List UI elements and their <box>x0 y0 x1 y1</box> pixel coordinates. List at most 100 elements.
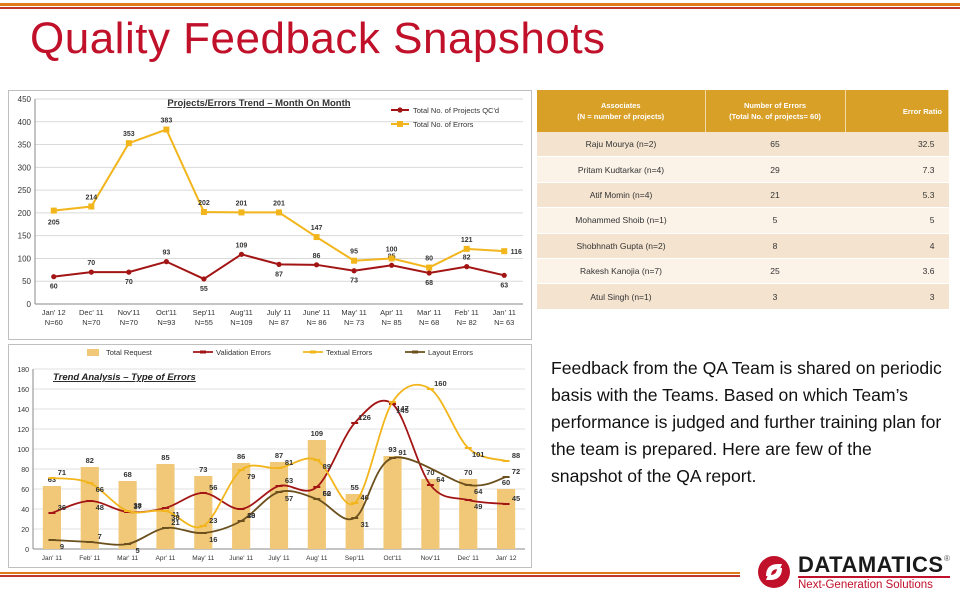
data-label: 91 <box>398 448 406 457</box>
error-ratio-cell: 3.6 <box>845 258 949 285</box>
y-tick-label: 450 <box>18 95 32 104</box>
y-tick-label: 300 <box>18 163 32 172</box>
data-point <box>88 269 94 275</box>
x-tick-label: N=60 <box>45 318 63 327</box>
x-tick-label: Dec' 11 <box>79 308 104 317</box>
y-tick-label: 400 <box>18 118 32 127</box>
y-tick-label: 50 <box>22 277 31 286</box>
data-point <box>426 270 432 276</box>
x-tick-label: Nov'11 <box>118 308 141 317</box>
projects-errors-trend-chart: 0 50 100 150 200 250 300 350 400 450 Jan' 12 N=60 De… <box>8 90 532 340</box>
data-label: 89 <box>323 462 331 471</box>
associate-name-cell: Atif Momin (n=4) <box>537 182 705 209</box>
y-tick-label: 180 <box>17 367 29 374</box>
x-tick-label: Jan' 12 <box>496 555 517 562</box>
data-label: 214 <box>85 195 97 202</box>
x-tick-label: Feb' 11 <box>79 555 100 562</box>
logo-tagline: Next-Generation Solutions <box>798 576 950 591</box>
bar <box>307 440 326 549</box>
legend-label: Layout Errors <box>428 348 473 357</box>
table-header-row: Associates (N = number of projects) Numb… <box>537 90 949 132</box>
bar <box>383 456 402 549</box>
data-label: 56 <box>209 483 217 492</box>
data-label: 70 <box>87 260 95 267</box>
data-label: 81 <box>285 458 293 467</box>
error-count-cell: 25 <box>705 258 845 285</box>
bar <box>421 479 440 549</box>
data-point <box>50 207 57 214</box>
x-tick-label: Aug'11 <box>230 308 253 317</box>
bar-value-label: 82 <box>86 456 94 465</box>
data-label: 36 <box>58 503 66 512</box>
table-row: Atul Singh (n=1) 3 3 <box>537 283 949 310</box>
x-tick-label: Nov'11 <box>421 555 441 562</box>
bar <box>232 463 251 549</box>
header-associates-text: Associates (N = number of projects) <box>577 101 665 121</box>
data-label: 50 <box>323 489 331 498</box>
x-tick-label: Apr' 11 <box>380 308 403 317</box>
data-label: 49 <box>474 502 482 511</box>
data-point <box>351 268 357 274</box>
data-label: 72 <box>512 467 520 476</box>
data-point <box>426 264 433 271</box>
data-label: 16 <box>209 535 217 544</box>
data-point <box>126 269 132 275</box>
x-tick-label: N= 73 <box>344 318 364 327</box>
data-label: 86 <box>313 253 321 260</box>
data-point <box>351 257 358 264</box>
legend-label: Total Request <box>106 348 153 357</box>
data-label: 9 <box>60 542 64 551</box>
x-tick-label: N= 82 <box>457 318 477 327</box>
data-label: 70 <box>125 279 133 286</box>
data-label: 201 <box>236 200 248 207</box>
data-point <box>463 245 470 252</box>
associate-name-cell: Atul Singh (n=1) <box>537 283 705 310</box>
data-label: 5 <box>136 546 140 555</box>
y-tick-label: 40 <box>21 507 29 514</box>
associate-name-cell: Rakesh Kanojia (n=7) <box>537 258 705 285</box>
table-row: Raju Mourya (n=2) 65 32.5 <box>537 132 949 158</box>
data-label: 64 <box>474 487 483 496</box>
x-tick-label: N=109 <box>230 318 252 327</box>
x-tick-label: Jan' 11 <box>42 555 63 562</box>
y-tick-label: 150 <box>18 232 32 241</box>
bar <box>80 467 99 549</box>
x-tick-label: Feb' 11 <box>455 308 479 317</box>
x-tick-label: N= 87 <box>269 318 289 327</box>
data-label: 28 <box>247 511 255 520</box>
associate-errors-table: Associates (N = number of projects) Numb… <box>537 90 949 310</box>
bar-value-label: 63 <box>48 475 56 484</box>
bar <box>269 462 289 549</box>
bar-value-label: 85 <box>161 453 169 462</box>
error-count-cell: 65 <box>705 132 845 158</box>
data-point <box>276 261 282 267</box>
data-label: 60 <box>50 284 58 291</box>
series-line-1 <box>53 128 505 269</box>
error-ratio-cell: 7.3 <box>845 156 949 183</box>
bar <box>118 481 137 549</box>
error-ratio-cell: 3 <box>845 283 949 310</box>
bar-value-label: 68 <box>123 470 131 479</box>
data-point <box>238 209 245 216</box>
y-tick-label: 140 <box>17 407 29 414</box>
data-point <box>201 276 207 282</box>
y-tick-label: 0 <box>25 547 29 554</box>
bar <box>345 494 364 549</box>
x-tick-label: Mar' 11 <box>117 555 138 562</box>
x-tick-label: July' 11 <box>267 308 292 317</box>
data-label: 46 <box>361 493 369 502</box>
bar-value-label: 86 <box>237 452 245 461</box>
data-label: 48 <box>96 503 104 512</box>
data-label: 7 <box>98 532 102 541</box>
table-row: Pritam Kudtarkar (n=4) 29 7.3 <box>537 156 949 183</box>
feedback-paragraph: Feedback from the QA Team is shared on p… <box>551 358 942 486</box>
header-number-of-errors: Number of Errors (Total No. of projects=… <box>705 90 846 132</box>
data-label: 68 <box>425 280 433 287</box>
data-label: 63 <box>285 476 293 485</box>
error-ratio-cell: 5.3 <box>845 182 949 209</box>
error-count-cell: 8 <box>705 233 845 259</box>
bar-value-label: 87 <box>275 451 283 460</box>
y-tick-label: 160 <box>17 387 29 394</box>
top-accent-bar <box>0 0 960 12</box>
error-type-trend-chart: 0 20 40 60 80 100 120 140 160 180 Jan' 11 Feb' 11 Ma… <box>8 344 532 568</box>
